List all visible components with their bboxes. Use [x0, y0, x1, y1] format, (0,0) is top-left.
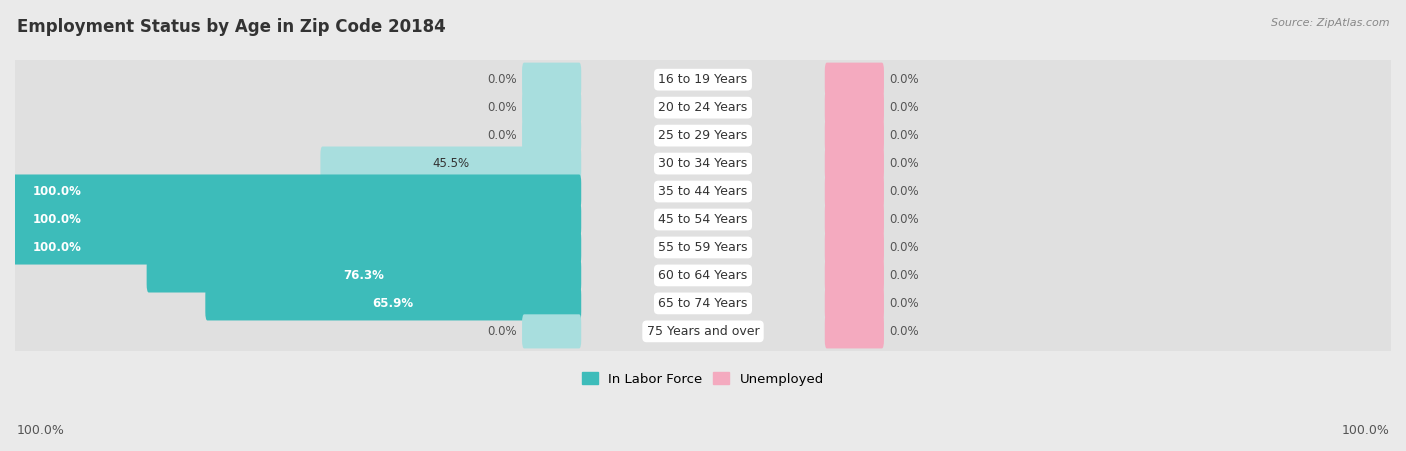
- FancyBboxPatch shape: [13, 266, 1393, 341]
- Text: 0.0%: 0.0%: [488, 129, 517, 142]
- Text: 55 to 59 Years: 55 to 59 Years: [658, 241, 748, 254]
- Text: 0.0%: 0.0%: [488, 325, 517, 338]
- FancyBboxPatch shape: [13, 154, 1393, 229]
- Text: 0.0%: 0.0%: [889, 101, 918, 114]
- Text: 0.0%: 0.0%: [889, 241, 918, 254]
- FancyBboxPatch shape: [825, 119, 884, 153]
- FancyBboxPatch shape: [522, 314, 581, 349]
- FancyBboxPatch shape: [522, 119, 581, 153]
- FancyBboxPatch shape: [205, 286, 581, 321]
- FancyBboxPatch shape: [13, 98, 1393, 173]
- Text: 60 to 64 Years: 60 to 64 Years: [658, 269, 748, 282]
- FancyBboxPatch shape: [522, 91, 581, 125]
- Text: 45 to 54 Years: 45 to 54 Years: [658, 213, 748, 226]
- FancyBboxPatch shape: [825, 147, 884, 181]
- FancyBboxPatch shape: [825, 175, 884, 209]
- Text: 45.5%: 45.5%: [432, 157, 470, 170]
- Text: 0.0%: 0.0%: [889, 129, 918, 142]
- FancyBboxPatch shape: [825, 230, 884, 265]
- FancyBboxPatch shape: [13, 238, 1393, 313]
- FancyBboxPatch shape: [825, 258, 884, 293]
- Text: 100.0%: 100.0%: [17, 424, 65, 437]
- FancyBboxPatch shape: [13, 182, 1393, 257]
- FancyBboxPatch shape: [13, 294, 1393, 368]
- Text: 0.0%: 0.0%: [889, 185, 918, 198]
- Text: 0.0%: 0.0%: [889, 73, 918, 86]
- FancyBboxPatch shape: [13, 42, 1393, 117]
- Legend: In Labor Force, Unemployed: In Labor Force, Unemployed: [576, 367, 830, 391]
- Text: 100.0%: 100.0%: [32, 213, 82, 226]
- Text: 0.0%: 0.0%: [889, 157, 918, 170]
- FancyBboxPatch shape: [522, 63, 581, 97]
- Text: 35 to 44 Years: 35 to 44 Years: [658, 185, 748, 198]
- FancyBboxPatch shape: [13, 175, 581, 209]
- FancyBboxPatch shape: [13, 230, 581, 265]
- Text: 0.0%: 0.0%: [889, 325, 918, 338]
- Text: 65.9%: 65.9%: [373, 297, 413, 310]
- FancyBboxPatch shape: [825, 314, 884, 349]
- Text: 76.3%: 76.3%: [343, 269, 384, 282]
- Text: 30 to 34 Years: 30 to 34 Years: [658, 157, 748, 170]
- Text: 0.0%: 0.0%: [889, 269, 918, 282]
- Text: 16 to 19 Years: 16 to 19 Years: [658, 73, 748, 86]
- Text: 100.0%: 100.0%: [1341, 424, 1389, 437]
- FancyBboxPatch shape: [321, 147, 581, 181]
- Text: 75 Years and over: 75 Years and over: [647, 325, 759, 338]
- FancyBboxPatch shape: [146, 258, 581, 293]
- FancyBboxPatch shape: [825, 202, 884, 237]
- Text: 20 to 24 Years: 20 to 24 Years: [658, 101, 748, 114]
- FancyBboxPatch shape: [825, 91, 884, 125]
- Text: Source: ZipAtlas.com: Source: ZipAtlas.com: [1271, 18, 1389, 28]
- FancyBboxPatch shape: [13, 126, 1393, 201]
- Text: 0.0%: 0.0%: [488, 73, 517, 86]
- FancyBboxPatch shape: [13, 210, 1393, 285]
- FancyBboxPatch shape: [13, 202, 581, 237]
- Text: 100.0%: 100.0%: [32, 185, 82, 198]
- Text: 100.0%: 100.0%: [32, 241, 82, 254]
- Text: 0.0%: 0.0%: [889, 297, 918, 310]
- Text: 0.0%: 0.0%: [488, 101, 517, 114]
- Text: 0.0%: 0.0%: [889, 213, 918, 226]
- FancyBboxPatch shape: [13, 70, 1393, 145]
- FancyBboxPatch shape: [825, 286, 884, 321]
- FancyBboxPatch shape: [825, 63, 884, 97]
- Text: Employment Status by Age in Zip Code 20184: Employment Status by Age in Zip Code 201…: [17, 18, 446, 36]
- Text: 65 to 74 Years: 65 to 74 Years: [658, 297, 748, 310]
- Text: 25 to 29 Years: 25 to 29 Years: [658, 129, 748, 142]
